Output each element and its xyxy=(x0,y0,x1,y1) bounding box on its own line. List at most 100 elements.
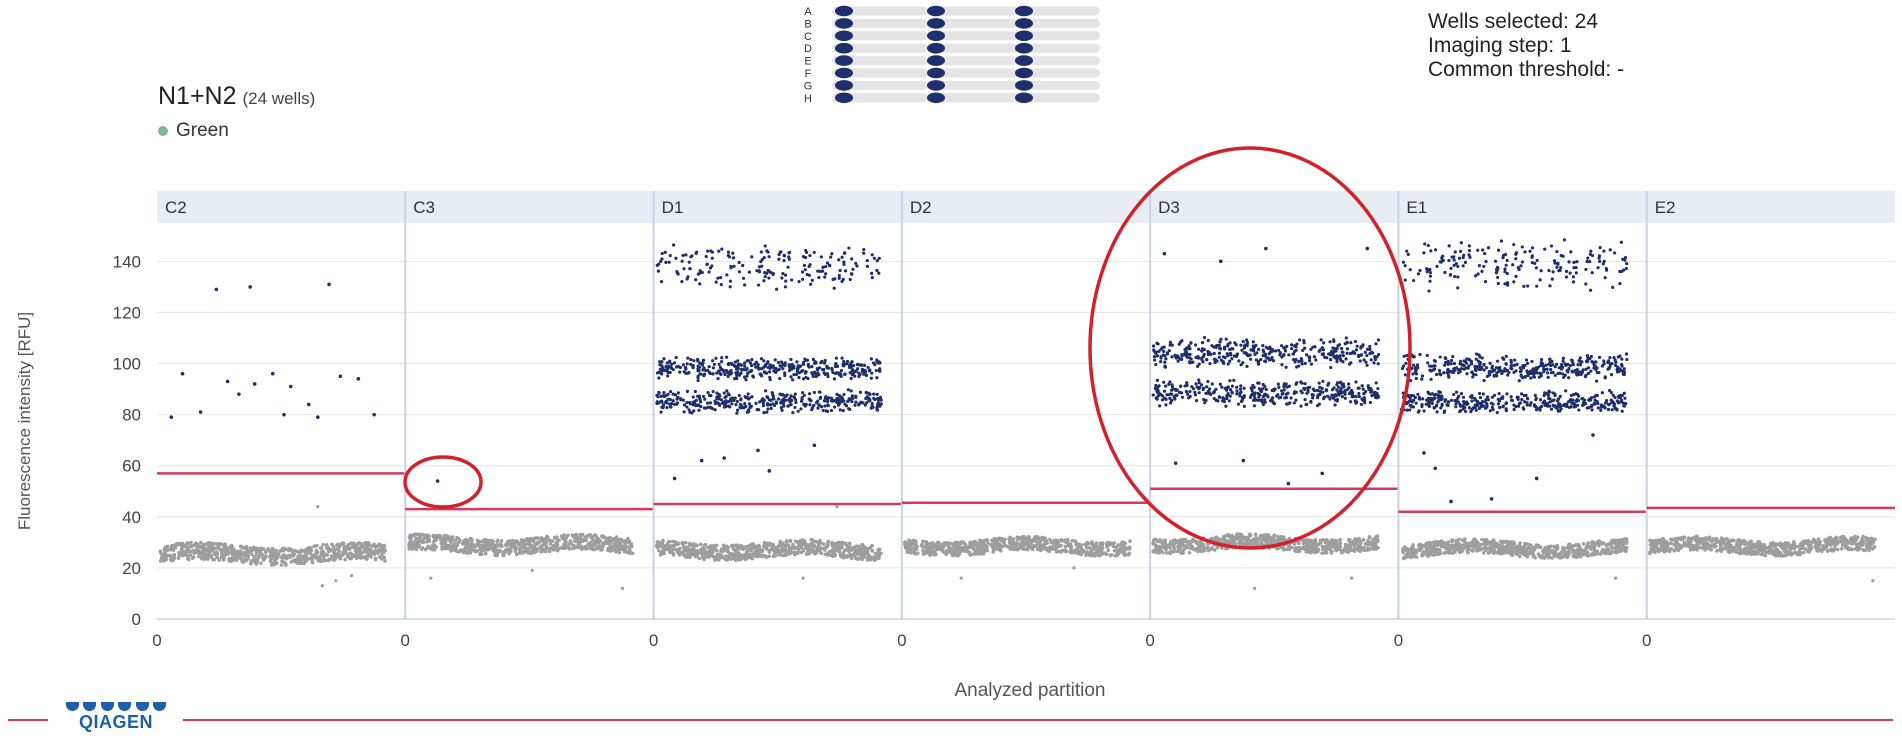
negative-point xyxy=(991,550,995,554)
positive-point xyxy=(830,368,834,372)
positive-point xyxy=(1266,395,1270,399)
negative-point xyxy=(789,550,794,555)
negative-point xyxy=(286,548,291,553)
negative-point xyxy=(310,555,315,560)
positive-point xyxy=(672,402,677,406)
negative-point xyxy=(735,544,740,548)
negative-point xyxy=(1169,549,1173,554)
negative-point xyxy=(282,560,287,565)
positive-point xyxy=(1224,337,1228,341)
negative-point xyxy=(290,549,295,554)
negative-point xyxy=(1357,548,1361,553)
positive-point xyxy=(840,255,844,259)
negative-point xyxy=(222,544,227,548)
negative-point xyxy=(781,547,786,552)
plate-well-empty xyxy=(1026,93,1100,103)
negative-point xyxy=(677,550,681,554)
negative-point xyxy=(246,557,250,561)
negative-point xyxy=(920,542,924,547)
plate-well-empty xyxy=(1026,68,1100,78)
positive-point xyxy=(1245,364,1249,368)
negative-point xyxy=(589,540,593,545)
positive-point xyxy=(842,251,846,255)
panel-header xyxy=(157,191,406,223)
negative-point xyxy=(296,554,300,559)
negative-point xyxy=(684,554,689,559)
negative-point xyxy=(334,579,338,583)
positive-point xyxy=(1302,339,1306,343)
negative-point xyxy=(732,553,736,557)
negative-point xyxy=(273,552,277,556)
positive-point xyxy=(665,405,669,410)
negative-point xyxy=(493,553,497,558)
negative-point xyxy=(607,541,611,546)
positive-point xyxy=(789,394,793,398)
positive-point xyxy=(799,370,803,374)
positive-point xyxy=(736,359,740,363)
positive-point xyxy=(782,404,786,408)
positive-point xyxy=(1284,392,1288,396)
negative-point xyxy=(531,547,536,552)
y-tick-label: 60 xyxy=(122,457,141,476)
positive-point xyxy=(1151,393,1155,397)
positive-point xyxy=(759,372,763,376)
positive-point xyxy=(725,389,729,393)
negative-point xyxy=(1255,536,1260,541)
negative-point xyxy=(409,546,414,550)
negative-point xyxy=(470,538,474,543)
negative-point xyxy=(960,540,965,545)
positive-point xyxy=(1183,384,1187,388)
positive-point xyxy=(799,407,803,411)
positive-point xyxy=(1372,361,1376,365)
negative-point xyxy=(1304,540,1309,545)
positive-point xyxy=(717,397,721,401)
negative-point xyxy=(503,543,508,547)
negative-point xyxy=(187,545,192,549)
negative-point xyxy=(455,543,460,548)
positive-point xyxy=(726,371,730,375)
positive-point xyxy=(1245,340,1250,345)
negative-point xyxy=(1171,538,1176,543)
positive-point xyxy=(806,363,810,367)
negative-point xyxy=(670,544,675,548)
y-axis-title: Fluorescence intensity [RFU] xyxy=(15,312,34,530)
negative-point xyxy=(453,538,458,543)
plate-well-empty xyxy=(1026,6,1100,16)
positive-point xyxy=(864,373,868,378)
positive-point xyxy=(807,264,811,269)
positive-point xyxy=(783,285,788,289)
positive-point xyxy=(1369,358,1373,362)
positive-point xyxy=(719,359,724,364)
positive-point xyxy=(1250,388,1254,393)
negative-point xyxy=(550,539,555,544)
positive-point xyxy=(1258,388,1263,392)
positive-point xyxy=(288,384,293,389)
positive-point xyxy=(725,273,729,277)
positive-point xyxy=(795,360,799,364)
positive-point xyxy=(793,392,797,396)
positive-point xyxy=(1162,389,1167,393)
positive-point xyxy=(1194,382,1198,386)
negative-point xyxy=(462,549,466,554)
positive-point xyxy=(750,395,754,399)
positive-point xyxy=(846,388,850,392)
negative-point xyxy=(498,549,503,554)
positive-point xyxy=(794,372,799,377)
negative-point xyxy=(1333,538,1338,543)
negative-point xyxy=(352,541,356,546)
negative-point xyxy=(588,533,593,537)
positive-point xyxy=(1200,357,1204,361)
positive-point xyxy=(782,253,786,257)
positive-point xyxy=(1164,403,1168,407)
negative-point xyxy=(1178,537,1183,542)
negative-point xyxy=(276,552,281,556)
info-panel: Wells selected: 24 Imaging step: 1 Commo… xyxy=(1428,10,1624,82)
negative-point xyxy=(930,541,934,545)
negative-point xyxy=(1073,549,1077,554)
negative-point xyxy=(381,550,386,555)
negative-point xyxy=(580,545,584,549)
positive-point xyxy=(665,368,669,372)
negative-point xyxy=(450,535,455,539)
positive-point xyxy=(1258,393,1262,397)
negative-point xyxy=(1081,550,1085,554)
